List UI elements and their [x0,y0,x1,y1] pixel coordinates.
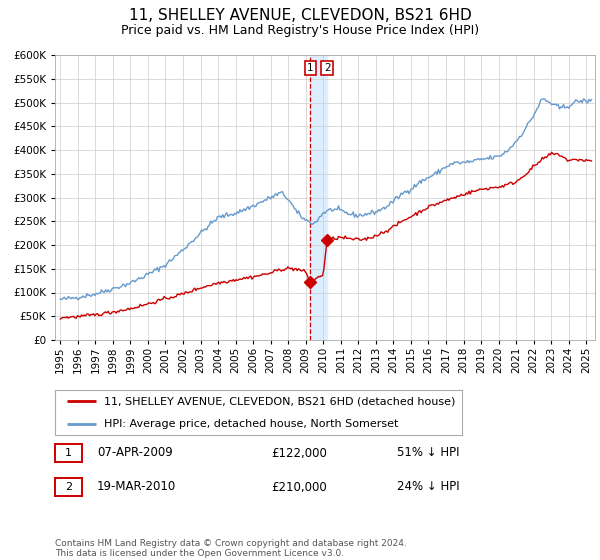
Text: Contains HM Land Registry data © Crown copyright and database right 2024.: Contains HM Land Registry data © Crown c… [55,539,407,548]
Text: 1: 1 [307,63,314,73]
Text: 11, SHELLEY AVENUE, CLEVEDON, BS21 6HD: 11, SHELLEY AVENUE, CLEVEDON, BS21 6HD [128,8,472,23]
Text: HPI: Average price, detached house, North Somerset: HPI: Average price, detached house, Nort… [104,419,398,429]
Bar [310,55,327,340]
Text: 51% ↓ HPI: 51% ↓ HPI [397,446,460,460]
Text: 07-APR-2009: 07-APR-2009 [97,446,173,460]
Text: This data is licensed under the Open Government Licence v3.0.: This data is licensed under the Open Gov… [55,549,344,558]
Text: 24% ↓ HPI: 24% ↓ HPI [397,480,460,493]
Text: 1: 1 [65,448,72,458]
Text: 11, SHELLEY AVENUE, CLEVEDON, BS21 6HD (detached house): 11, SHELLEY AVENUE, CLEVEDON, BS21 6HD (… [104,396,455,406]
Text: Price paid vs. HM Land Registry's House Price Index (HPI): Price paid vs. HM Land Registry's House … [121,24,479,37]
Text: 19-MAR-2010: 19-MAR-2010 [97,480,176,493]
Text: £122,000: £122,000 [271,446,327,460]
Text: 2: 2 [65,482,72,492]
Text: £210,000: £210,000 [271,480,327,493]
Text: 2: 2 [324,63,331,73]
